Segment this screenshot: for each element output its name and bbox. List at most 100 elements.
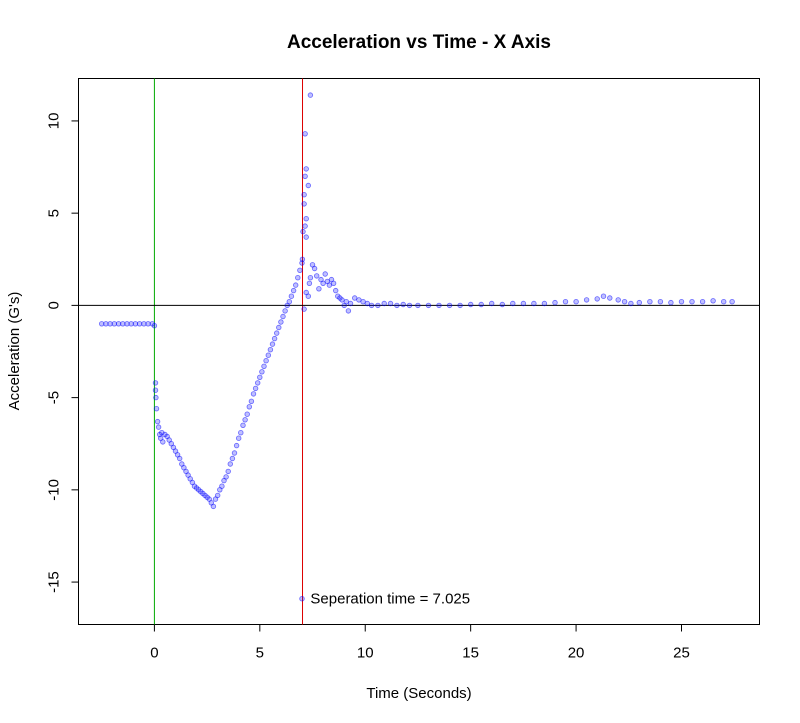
y-tick-label: 5 bbox=[46, 209, 63, 217]
data-point bbox=[261, 363, 267, 369]
x-axis-label: Time (Seconds) bbox=[366, 685, 471, 702]
data-point bbox=[499, 301, 505, 308]
data-point bbox=[302, 131, 308, 137]
data-point bbox=[425, 302, 432, 309]
data-point bbox=[303, 215, 309, 222]
data-point bbox=[368, 302, 375, 309]
y-tick-label: 10 bbox=[46, 113, 63, 130]
data-point bbox=[699, 299, 706, 305]
data-point bbox=[252, 385, 259, 392]
data-point bbox=[153, 394, 159, 401]
data-point bbox=[152, 387, 159, 393]
x-tick-label: 15 bbox=[462, 645, 479, 662]
data-point bbox=[301, 191, 307, 198]
data-point bbox=[300, 228, 306, 235]
data-point bbox=[541, 300, 548, 307]
data-point bbox=[160, 439, 166, 445]
data-point bbox=[307, 275, 314, 281]
data-point bbox=[229, 455, 236, 462]
data-point bbox=[286, 299, 292, 305]
data-point bbox=[531, 300, 537, 307]
data-point bbox=[406, 302, 413, 309]
data-point bbox=[302, 173, 308, 179]
data-point bbox=[415, 302, 421, 309]
chart-title: Acceleration vs Time - X Axis bbox=[287, 32, 551, 53]
data-point bbox=[153, 406, 160, 412]
data-point bbox=[306, 280, 313, 286]
data-point bbox=[387, 300, 394, 307]
data-point bbox=[274, 330, 280, 336]
data-point bbox=[223, 474, 229, 480]
data-point bbox=[265, 352, 271, 358]
x-tick-label: 5 bbox=[256, 645, 264, 662]
data-point bbox=[293, 282, 299, 288]
data-point bbox=[303, 166, 309, 172]
data-points bbox=[98, 92, 735, 602]
data-point bbox=[307, 92, 314, 98]
y-axis-label: Acceleration (G's) bbox=[6, 292, 23, 411]
data-point bbox=[240, 422, 246, 428]
data-point bbox=[314, 273, 320, 279]
y-tick-label: -10 bbox=[46, 479, 63, 501]
data-point bbox=[520, 300, 527, 307]
data-point bbox=[364, 300, 370, 307]
data-point bbox=[259, 369, 265, 375]
data-point bbox=[468, 301, 474, 308]
separation-annotation: Seperation time = 7.025 bbox=[310, 591, 470, 608]
data-point bbox=[255, 380, 261, 386]
data-point bbox=[267, 347, 274, 353]
data-point bbox=[299, 256, 306, 262]
x-tick-label: 10 bbox=[357, 645, 374, 662]
data-point bbox=[552, 299, 558, 306]
data-point bbox=[269, 341, 276, 347]
data-point bbox=[233, 442, 240, 449]
data-point bbox=[263, 358, 269, 364]
data-point bbox=[242, 417, 248, 423]
data-point bbox=[301, 201, 307, 207]
data-point bbox=[219, 483, 225, 489]
data-point bbox=[600, 293, 607, 299]
data-point bbox=[729, 299, 735, 305]
data-point bbox=[381, 300, 387, 307]
y-tick-label: 0 bbox=[46, 301, 63, 309]
x-tick-label: 20 bbox=[568, 645, 585, 662]
data-point bbox=[238, 430, 244, 436]
data-point bbox=[573, 299, 579, 305]
data-point bbox=[583, 297, 590, 303]
data-point bbox=[271, 335, 278, 342]
data-point bbox=[235, 435, 242, 441]
data-point bbox=[257, 374, 263, 380]
data-point bbox=[333, 287, 339, 294]
data-point bbox=[155, 424, 162, 430]
data-point bbox=[244, 411, 250, 417]
data-point bbox=[375, 302, 381, 309]
x-tick-label: 25 bbox=[673, 645, 690, 662]
data-point bbox=[301, 306, 307, 312]
data-point bbox=[489, 300, 495, 307]
data-point bbox=[457, 302, 463, 309]
y-tick-label: -15 bbox=[46, 571, 63, 593]
data-point bbox=[299, 596, 305, 602]
data-point bbox=[280, 313, 286, 320]
data-point bbox=[478, 301, 484, 308]
data-point bbox=[231, 450, 238, 456]
data-point bbox=[347, 300, 354, 307]
data-point bbox=[311, 265, 318, 272]
data-point bbox=[152, 380, 159, 386]
data-point bbox=[227, 461, 233, 467]
data-point bbox=[290, 287, 297, 294]
y-tick-label: -5 bbox=[46, 391, 63, 404]
data-point bbox=[628, 300, 634, 307]
data-point bbox=[316, 286, 322, 292]
plot-area-frame bbox=[78, 78, 760, 625]
data-point bbox=[446, 302, 453, 309]
data-point bbox=[668, 299, 674, 306]
x-tick-label: 0 bbox=[150, 645, 158, 662]
data-point bbox=[214, 492, 221, 499]
data-point bbox=[176, 455, 183, 462]
data-point bbox=[154, 418, 161, 425]
data-point bbox=[276, 324, 282, 331]
data-point bbox=[151, 323, 158, 329]
data-point bbox=[689, 299, 695, 305]
